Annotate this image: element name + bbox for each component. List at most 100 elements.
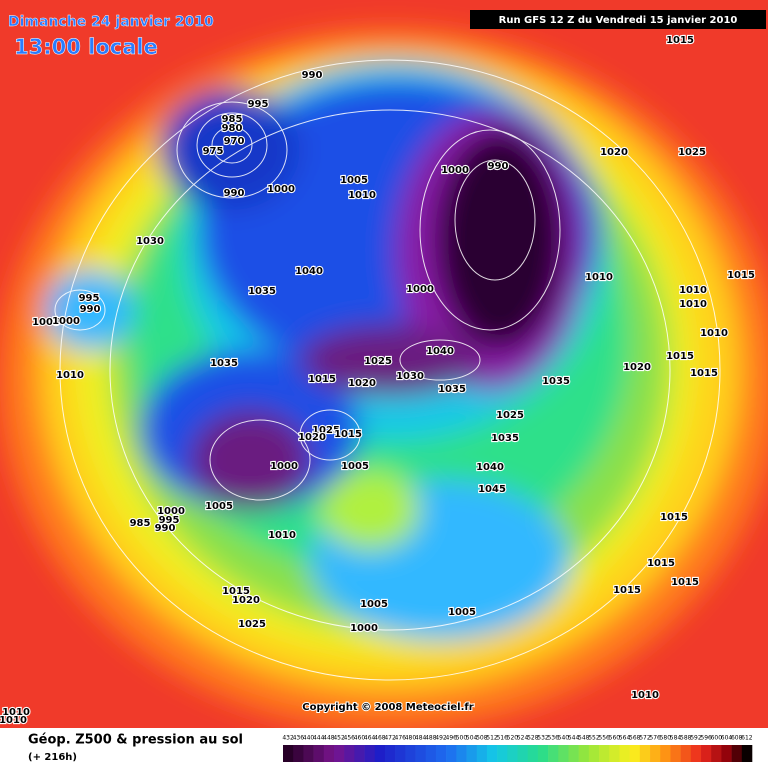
isobar-label: 1000 [441, 165, 469, 176]
isobar-label: 1015 [666, 351, 694, 362]
isobar-label: 1010 [268, 530, 296, 541]
isobar-label: 1000 [270, 461, 298, 472]
scale-label: 456 [344, 735, 356, 742]
isobar-label: 1035 [438, 384, 466, 395]
lead-time: (+ 216h) [28, 752, 77, 763]
isobar-label: 1045 [478, 484, 506, 495]
scale-label: 444 [313, 735, 325, 742]
scale-cell [619, 745, 630, 762]
scale-label: 432 [282, 735, 294, 742]
scale-cell [731, 745, 743, 762]
isobar-label: 1040 [476, 462, 504, 473]
scale-cell [344, 745, 355, 762]
scale-label: 568 [629, 735, 641, 742]
scale-cell [507, 745, 518, 762]
scale-label: 556 [598, 735, 610, 742]
scale-cell [517, 745, 528, 762]
scale-label: 560 [609, 735, 621, 742]
isobar-label: 1015 [727, 270, 755, 281]
scale-cell [721, 745, 732, 762]
scale-label: 584 [670, 735, 682, 742]
isobar-label: 1020 [232, 595, 260, 606]
isobar-label: 980 [222, 123, 243, 134]
isobar-label: 1020 [600, 147, 628, 158]
run-info: Run GFS 12 Z du Vendredi 15 janvier 2010 [499, 15, 738, 26]
isobar-label: 1000 [52, 316, 80, 327]
isobar-label: 1015 [690, 368, 718, 379]
scale-cell [415, 745, 427, 762]
scale-label: 572 [639, 735, 651, 742]
isobar-label: 1005 [32, 317, 60, 328]
isobar-label: 1000 [267, 184, 295, 195]
isobar-label: 975 [203, 146, 224, 157]
isobar-label: 1005 [448, 607, 476, 618]
scale-cell [446, 745, 457, 762]
scale-cell [537, 745, 549, 762]
isobar-label: 1010 [348, 190, 376, 201]
scale-cell [741, 745, 753, 762]
scale-cell [486, 745, 498, 762]
isobar-label: 1035 [210, 358, 238, 369]
isobar-label: 1025 [312, 425, 340, 436]
scale-label: 524 [517, 735, 529, 742]
isobar-label: 985 [222, 114, 243, 125]
isobar-label: 1010 [631, 690, 659, 701]
isobar-label: 970 [224, 136, 245, 147]
isobar-label: 1000 [406, 284, 434, 295]
scale-label: 576 [649, 735, 661, 742]
isobar-label: 1010 [679, 285, 707, 296]
scale-cell [711, 745, 722, 762]
scale-cell [639, 745, 651, 762]
scale-cell [313, 745, 325, 762]
copyright: Copyright © 2008 Meteociel.fr [302, 702, 473, 713]
scale-label: 540 [558, 735, 570, 742]
scale-cell [497, 745, 508, 762]
scale-cell [660, 745, 671, 762]
isobar-label: 1015 [222, 586, 250, 597]
legend-title: Géop. Z500 & pression au sol [28, 733, 243, 748]
isobar-label: 990 [80, 304, 101, 315]
scale-cell [425, 745, 437, 762]
isobar-label: 1025 [496, 410, 524, 421]
scale-cell [670, 745, 681, 762]
scale-cell [333, 745, 345, 762]
scale-cell [384, 745, 396, 762]
isobar-label: 1010 [585, 272, 613, 283]
scale-label: 592 [690, 735, 702, 742]
scale-label: 492 [435, 735, 447, 742]
scale-label: 480 [405, 735, 417, 742]
scale-cell [395, 745, 406, 762]
date: Dimanche 24 janvier 2010 [8, 14, 214, 30]
isobar-label: 1020 [298, 432, 326, 443]
scale-label: 604 [721, 735, 733, 742]
scale-label: 472 [384, 735, 396, 742]
scale-label: 500 [456, 735, 468, 742]
isobar-label: 990 [302, 70, 323, 81]
isobar-label: 1005 [360, 599, 388, 610]
scale-cell [599, 745, 610, 762]
scale-cell [323, 745, 335, 762]
color-scale: 4324364404444484524564604644684724764804… [282, 735, 753, 762]
isobar-label: 1020 [348, 378, 376, 389]
isobar-label: 985 [130, 518, 151, 529]
isobar-label: 1025 [238, 619, 266, 630]
scale-label: 528 [527, 735, 539, 742]
isobar-label: 1005 [341, 461, 369, 472]
geopotential-field [0, 30, 768, 730]
scale-label: 460 [354, 735, 366, 742]
scale-label: 600 [711, 735, 723, 742]
scale-label: 588 [680, 735, 692, 742]
scale-label: 552 [588, 735, 600, 742]
run-box [470, 10, 766, 29]
isobar-label: 1010 [700, 328, 728, 339]
isobar-label: 1015 [647, 558, 675, 569]
isobar-label: 990 [224, 188, 245, 199]
scale-label: 580 [660, 735, 672, 742]
scale-cell [650, 745, 661, 762]
isobar-label: 995 [248, 99, 269, 110]
scale-label: 476 [395, 735, 407, 742]
scale-label: 464 [364, 735, 376, 742]
